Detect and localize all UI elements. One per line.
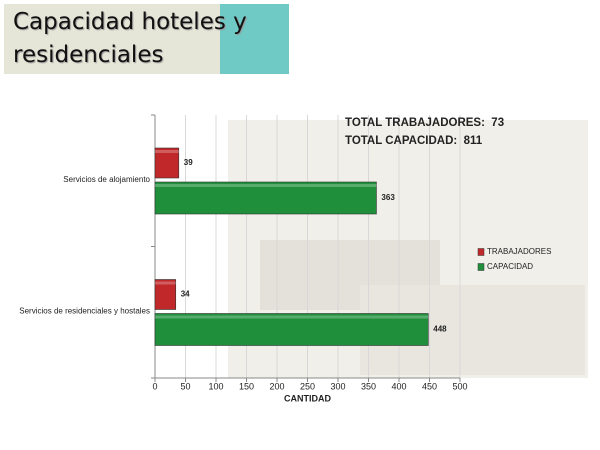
x-tick-label: 350 xyxy=(361,381,376,391)
x-tick-label: 100 xyxy=(208,381,223,391)
data-label: 363 xyxy=(381,193,395,202)
title-box: Capacidad hoteles y residenciales xyxy=(4,4,289,74)
data-label: 34 xyxy=(181,290,190,299)
x-tick-label: 400 xyxy=(391,381,406,391)
legend-label: TRABAJADORES xyxy=(487,247,551,256)
annotation: TOTAL CAPACIDAD: 811 xyxy=(345,135,483,147)
bar xyxy=(154,313,429,346)
x-tick-label: 300 xyxy=(330,381,345,391)
x-tick-label: 500 xyxy=(452,381,467,391)
x-axis-label: CANTIDAD xyxy=(284,393,331,403)
x-tick-label: 150 xyxy=(239,381,254,391)
bar-highlight xyxy=(155,184,377,187)
x-tick-label: 250 xyxy=(300,381,315,391)
y-tick-label: Servicios de alojamiento xyxy=(63,175,150,184)
legend-swatch xyxy=(477,263,485,271)
x-tick-label: 450 xyxy=(422,381,437,391)
slide-title: Capacidad hoteles y residenciales xyxy=(13,9,247,68)
y-tick-label: Servicios de residenciales y hostales xyxy=(19,307,150,316)
x-tick-label: 200 xyxy=(269,381,284,391)
data-label: 448 xyxy=(433,325,447,334)
data-label: 39 xyxy=(184,158,193,167)
x-tick-label: 50 xyxy=(180,381,190,391)
annotation: TOTAL TRABAJADORES: 73 xyxy=(345,117,504,129)
bar xyxy=(154,279,177,310)
bar xyxy=(154,181,377,215)
legend-swatch xyxy=(477,248,485,256)
bar-highlight xyxy=(155,315,429,319)
bar-highlight xyxy=(155,281,176,285)
bar xyxy=(154,147,180,179)
legend-label: CAPACIDAD xyxy=(487,262,533,271)
x-tick-label: 0 xyxy=(152,381,157,391)
bar-highlight xyxy=(155,150,179,153)
